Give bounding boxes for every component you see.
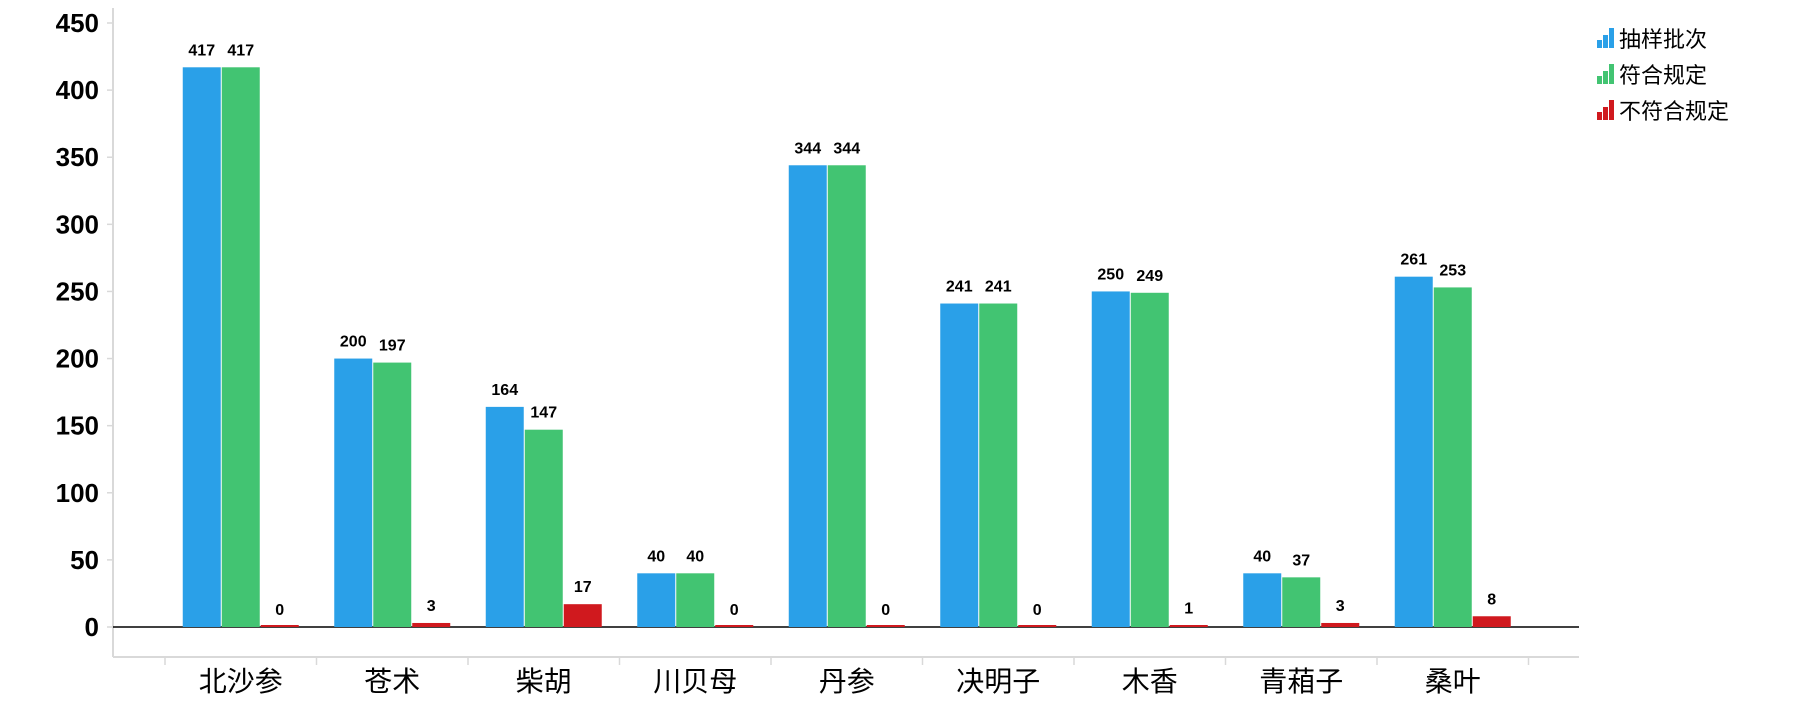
bar-0-5: [940, 303, 979, 627]
data-label: 261: [1400, 252, 1427, 269]
legend-label: 不符合规定: [1619, 100, 1729, 125]
data-label: 0: [1033, 602, 1042, 619]
y-tick-label: 100: [56, 478, 99, 508]
y-tick-label: 450: [56, 8, 99, 38]
bar-1-1: [373, 362, 412, 627]
bar-0-2: [485, 406, 524, 627]
legend-bar-icon: [1603, 71, 1608, 84]
data-label: 241: [985, 279, 1012, 296]
bar-0-1: [334, 358, 373, 627]
data-label: 17: [574, 579, 592, 596]
x-category-label: 桑叶: [1425, 665, 1481, 698]
x-category-label: 柴胡: [516, 665, 572, 698]
x-category-label: 丹参: [819, 665, 875, 698]
bar-1-7: [1282, 577, 1321, 627]
bar-0-7: [1243, 573, 1282, 627]
data-label: 200: [340, 334, 367, 351]
data-label: 8: [1487, 591, 1496, 608]
data-label: 249: [1136, 268, 1163, 285]
legend-bar-icon: [1603, 107, 1608, 120]
legend-bar-icon: [1609, 64, 1614, 84]
bar-1-2: [524, 429, 563, 627]
data-label: 3: [427, 598, 436, 615]
bar-2-2: [563, 604, 602, 627]
bar-0-6: [1091, 291, 1130, 627]
data-label: 37: [1292, 552, 1310, 569]
x-category-label: 青葙子: [1259, 665, 1343, 698]
legend-bar-icon: [1603, 35, 1608, 48]
data-label: 344: [833, 140, 860, 157]
legend-label: 抽样批次: [1619, 28, 1707, 53]
data-label: 197: [379, 338, 406, 355]
bar-1-5: [979, 303, 1018, 627]
bar-0-0: [182, 67, 221, 627]
data-label: 164: [491, 382, 518, 399]
legend-label: 符合规定: [1619, 64, 1707, 89]
bar-2-7: [1321, 622, 1360, 627]
bar-1-4: [827, 165, 866, 627]
data-label: 241: [946, 279, 973, 296]
bar-1-3: [676, 573, 715, 627]
y-tick-label: 150: [56, 411, 99, 441]
y-tick-label: 400: [56, 75, 99, 105]
data-label: 3: [1336, 598, 1345, 615]
x-category-label: 木香: [1122, 665, 1178, 698]
x-category-label: 决明子: [956, 665, 1040, 698]
data-label: 253: [1439, 262, 1466, 279]
legend-bar-icon: [1609, 100, 1614, 120]
y-tick-label: 350: [56, 142, 99, 172]
y-tick-label: 300: [56, 209, 99, 239]
data-label: 0: [730, 602, 739, 619]
bar-2-5: [1018, 625, 1057, 627]
data-label: 0: [881, 602, 890, 619]
data-label: 147: [530, 405, 557, 422]
data-label: 417: [227, 42, 254, 59]
bar-2-3: [715, 625, 754, 627]
bar-2-4: [866, 625, 905, 627]
data-label: 0: [275, 602, 284, 619]
x-category-label: 川贝母: [653, 665, 737, 698]
data-label: 40: [647, 548, 665, 565]
y-tick-label: 0: [85, 612, 99, 642]
x-category-label: 苍术: [364, 665, 420, 698]
bar-1-8: [1433, 287, 1472, 627]
bar-2-1: [412, 622, 451, 627]
data-label: 1: [1184, 601, 1193, 618]
bar-0-8: [1394, 276, 1433, 627]
legend-bar-icon: [1597, 40, 1602, 48]
y-tick-label: 250: [56, 276, 99, 306]
legend-bar-icon: [1597, 76, 1602, 84]
bar-0-3: [637, 573, 676, 627]
bar-0-4: [788, 165, 827, 627]
data-label: 250: [1097, 266, 1124, 283]
bar-2-6: [1169, 625, 1208, 627]
y-tick-label: 50: [70, 545, 99, 575]
y-tick-label: 200: [56, 344, 99, 374]
bar-2-8: [1472, 616, 1511, 627]
legend-bar-icon: [1609, 28, 1614, 48]
legend-bar-icon: [1597, 112, 1602, 120]
data-label: 417: [188, 42, 215, 59]
data-label: 40: [686, 548, 704, 565]
data-label: 344: [794, 140, 821, 157]
data-label: 40: [1253, 548, 1271, 565]
x-category-label: 北沙参: [199, 665, 283, 698]
bar-2-0: [260, 625, 299, 627]
bar-1-0: [221, 67, 260, 627]
bar-1-6: [1130, 292, 1169, 627]
